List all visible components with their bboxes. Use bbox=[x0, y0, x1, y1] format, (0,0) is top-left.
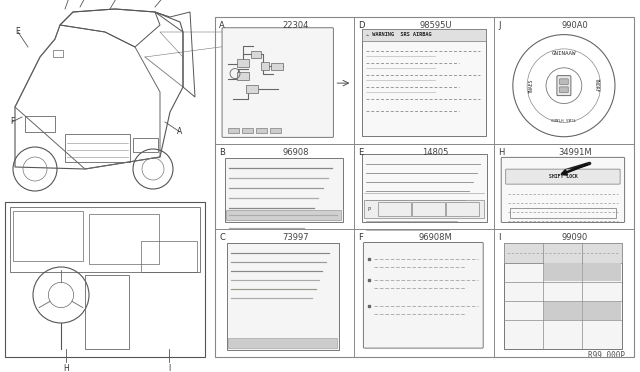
Text: C: C bbox=[219, 234, 225, 243]
Bar bbox=[65, 134, 130, 162]
FancyBboxPatch shape bbox=[557, 76, 571, 96]
Text: B: B bbox=[219, 148, 225, 157]
Bar bbox=[53, 50, 63, 57]
Text: D: D bbox=[358, 21, 365, 30]
Text: 73997: 73997 bbox=[283, 234, 309, 243]
Text: I: I bbox=[168, 364, 170, 372]
Bar bbox=[378, 202, 412, 217]
Text: A: A bbox=[177, 128, 182, 137]
FancyBboxPatch shape bbox=[559, 79, 568, 84]
Bar bbox=[226, 211, 341, 221]
Bar bbox=[228, 338, 337, 348]
FancyBboxPatch shape bbox=[559, 87, 568, 93]
Bar bbox=[10, 207, 200, 272]
Bar bbox=[215, 17, 634, 357]
FancyBboxPatch shape bbox=[506, 169, 620, 184]
Bar bbox=[583, 302, 621, 320]
FancyBboxPatch shape bbox=[222, 28, 333, 137]
FancyBboxPatch shape bbox=[225, 158, 343, 222]
Text: A: A bbox=[219, 21, 225, 30]
Bar bbox=[133, 138, 158, 152]
Bar bbox=[242, 128, 253, 134]
FancyBboxPatch shape bbox=[362, 154, 486, 222]
FancyBboxPatch shape bbox=[504, 244, 621, 349]
FancyBboxPatch shape bbox=[501, 157, 625, 222]
Text: 96908M: 96908M bbox=[419, 234, 452, 243]
Bar bbox=[13, 211, 83, 261]
FancyBboxPatch shape bbox=[227, 243, 339, 350]
Bar bbox=[251, 51, 261, 58]
Bar bbox=[261, 61, 269, 70]
Text: SHIFT LOCK: SHIFT LOCK bbox=[548, 174, 577, 179]
Bar bbox=[412, 202, 445, 217]
Text: E: E bbox=[15, 28, 20, 36]
Bar bbox=[237, 71, 249, 80]
Text: H: H bbox=[498, 148, 504, 157]
Text: TNAES: TNAES bbox=[529, 78, 534, 93]
Text: J: J bbox=[498, 21, 500, 30]
Text: 22304: 22304 bbox=[283, 21, 309, 30]
Bar bbox=[446, 202, 479, 217]
Bar bbox=[85, 275, 129, 349]
Bar bbox=[504, 244, 621, 263]
Text: F: F bbox=[10, 118, 14, 126]
Text: TLAS HTAED: TLAS HTAED bbox=[552, 116, 577, 120]
Bar bbox=[364, 201, 484, 218]
Bar bbox=[89, 214, 159, 264]
Text: 99090: 99090 bbox=[562, 234, 588, 243]
Text: P: P bbox=[367, 207, 371, 212]
Text: 14805: 14805 bbox=[422, 148, 449, 157]
Text: ⚠ WARNING  SRS AIRBAG: ⚠ WARNING SRS AIRBAG bbox=[367, 32, 432, 37]
Text: 34991M: 34991M bbox=[558, 148, 592, 157]
Text: F: F bbox=[358, 234, 364, 243]
Text: E: E bbox=[358, 148, 364, 157]
Bar bbox=[5, 202, 205, 357]
Text: H: H bbox=[63, 364, 69, 372]
Bar bbox=[25, 116, 55, 132]
Bar bbox=[246, 84, 258, 93]
Bar bbox=[256, 128, 267, 134]
Bar bbox=[510, 208, 616, 218]
Bar bbox=[270, 128, 281, 134]
FancyBboxPatch shape bbox=[364, 243, 483, 348]
Bar bbox=[544, 302, 582, 320]
Text: 98595U: 98595U bbox=[419, 21, 452, 30]
Text: R99 000P: R99 000P bbox=[588, 351, 625, 360]
Text: TNORF: TNORF bbox=[594, 78, 599, 93]
Bar bbox=[362, 29, 486, 41]
Text: GNINAAW: GNINAAW bbox=[552, 51, 576, 56]
Bar bbox=[237, 58, 249, 67]
Bar bbox=[228, 128, 239, 134]
Bar bbox=[583, 263, 621, 281]
FancyBboxPatch shape bbox=[362, 29, 486, 137]
Bar bbox=[271, 62, 283, 70]
Text: I: I bbox=[498, 234, 500, 243]
Bar bbox=[141, 241, 197, 272]
Text: 96908: 96908 bbox=[283, 148, 309, 157]
Bar bbox=[544, 263, 582, 281]
Text: 990A0: 990A0 bbox=[562, 21, 588, 30]
